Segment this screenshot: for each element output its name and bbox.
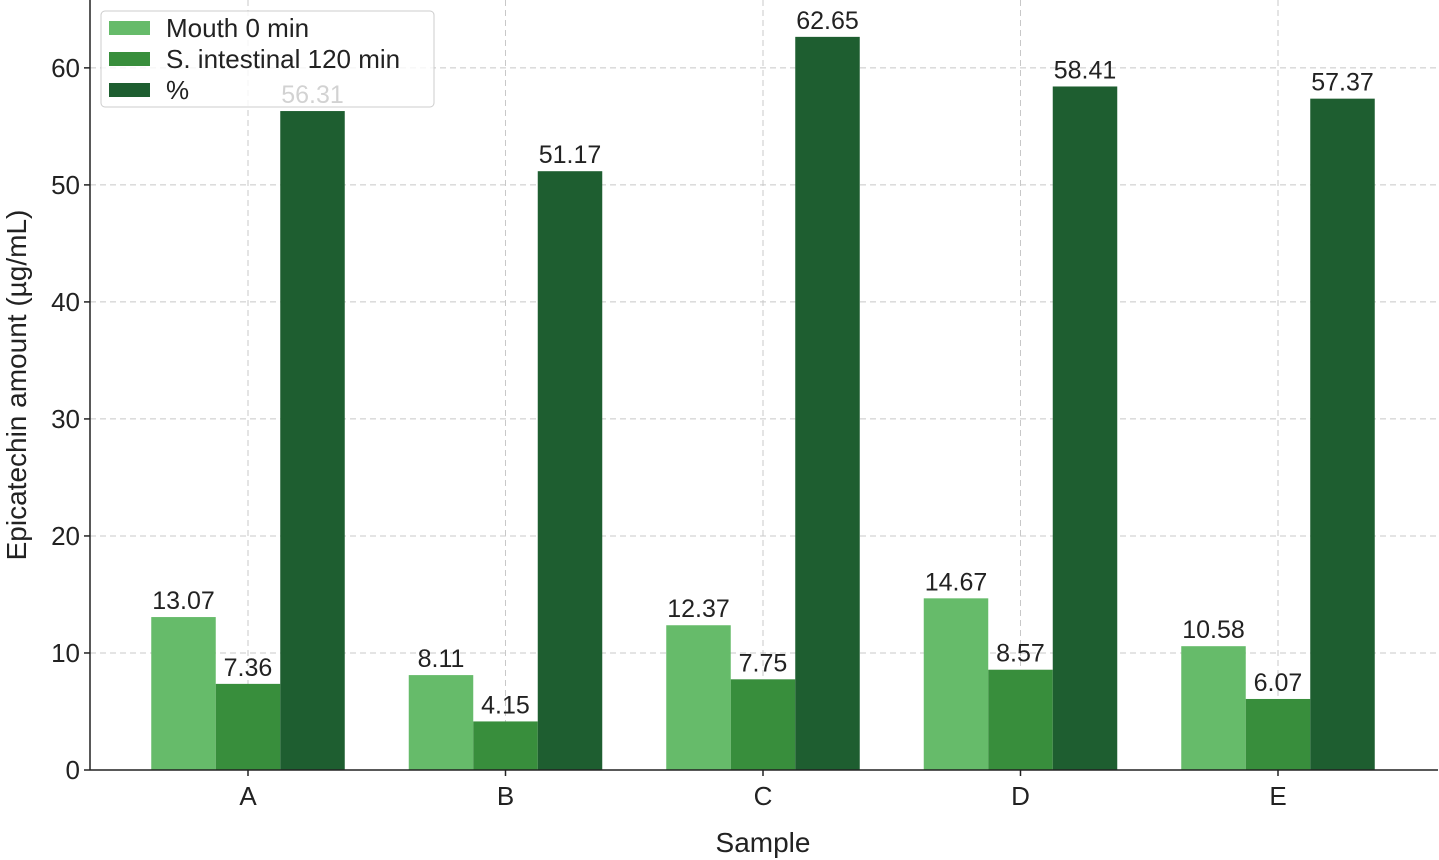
legend-swatch [109,83,150,97]
data-label: 4.15 [481,691,530,719]
bar-D-2 [1052,86,1118,771]
legend-label: % [166,75,189,105]
y-tick-label: 30 [51,404,80,434]
legend-label: S. intestinal 120 min [166,44,400,74]
data-label: 7.75 [739,649,788,677]
data-label: 7.36 [224,654,273,682]
bar-B-0 [408,675,474,770]
bar-A-2 [280,111,345,770]
y-axis-label: Epicatechin amount (µg/mL) [1,210,32,561]
bar-E-1 [1245,698,1311,770]
data-label: 51.17 [539,141,602,169]
y-tick-label: 50 [51,170,80,200]
legend-swatch [109,21,150,35]
data-label: 13.07 [152,587,215,615]
x-tick-label: A [239,781,257,811]
bar-E-2 [1310,98,1375,771]
bars [151,36,1375,771]
bar-C-0 [666,625,731,770]
data-label: 10.58 [1182,616,1245,644]
data-label: 8.11 [418,645,465,673]
y-tick-label: 0 [66,755,80,785]
legend-swatch [109,52,150,66]
data-label: 14.67 [925,568,988,596]
y-tick-label: 40 [51,287,80,317]
x-tick-label: C [754,781,773,811]
data-label: 12.37 [667,595,730,623]
y-tick-label: 10 [51,638,80,668]
data-label: 58.41 [1054,56,1117,84]
x-axis-label: Sample [716,827,811,858]
y-tick-label: 60 [51,53,80,83]
bar-C-2 [795,36,860,771]
x-tick-label: B [497,781,514,811]
bar-D-1 [988,669,1053,770]
bar-E-0 [1181,646,1246,770]
data-label: 8.57 [996,640,1045,668]
bar-A-0 [151,617,216,770]
x-tick-label: E [1269,781,1286,811]
legend-box [100,10,435,108]
bar-C-1 [730,679,796,770]
data-labels: 13.077.3656.318.114.1551.1712.377.7562.6… [152,7,1374,720]
data-label: 57.37 [1311,69,1374,97]
legend-label: Mouth 0 min [166,13,309,43]
data-label: 6.07 [1254,669,1303,697]
bar-B-1 [473,721,538,770]
axes: 0 10 20 30 40 50 60 A B C D E [51,0,1438,811]
y-tick-label: 20 [51,521,80,551]
bar-D-0 [923,598,989,770]
data-label: 62.65 [796,7,859,35]
x-tick-label: D [1011,781,1030,811]
bar-B-2 [537,171,603,770]
bar-A-1 [215,683,281,770]
